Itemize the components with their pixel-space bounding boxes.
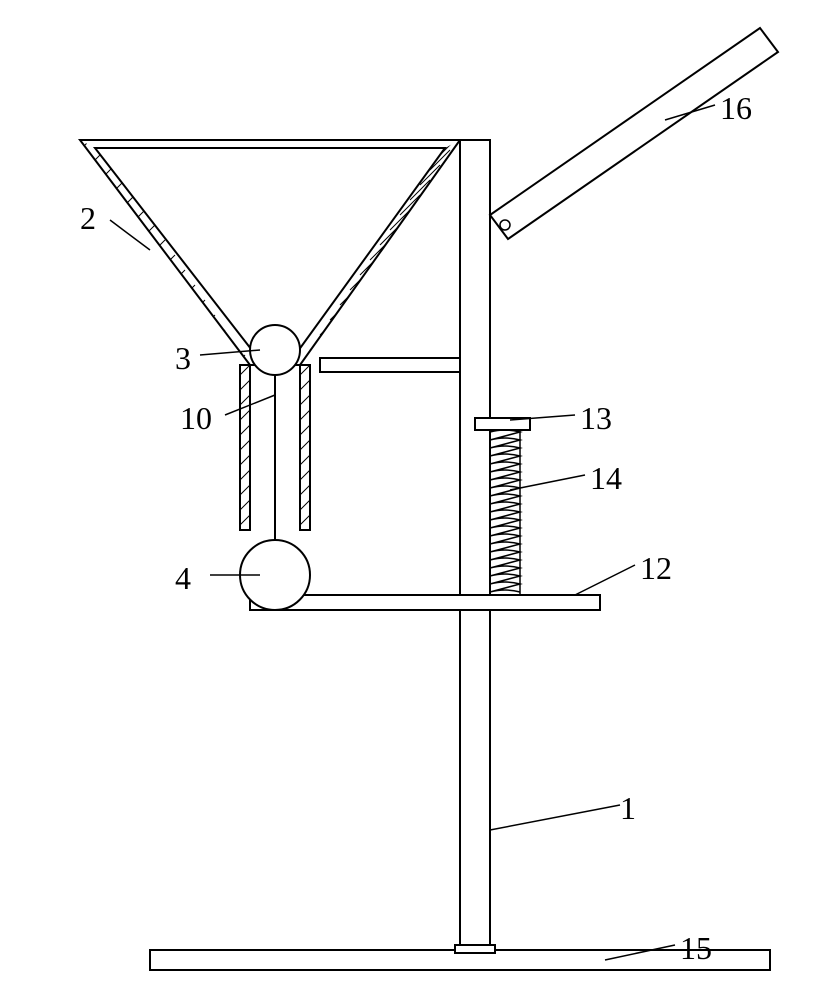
leader-lines (110, 105, 715, 960)
label-15: 15 (680, 930, 712, 967)
label-10: 10 (180, 400, 212, 437)
vertical-post (460, 140, 490, 950)
lever-arm (490, 28, 778, 239)
label-1: 1 (620, 790, 636, 827)
post-base-notch (455, 945, 495, 953)
label-4: 4 (175, 560, 191, 597)
technical-diagram (0, 0, 839, 1000)
label-12: 12 (640, 550, 672, 587)
label-14: 14 (590, 460, 622, 497)
label-13: 13 (580, 400, 612, 437)
label-2: 2 (80, 200, 96, 237)
label-3: 3 (175, 340, 191, 377)
spring (490, 430, 520, 595)
label-16: 16 (720, 90, 752, 127)
bracket (320, 358, 460, 372)
